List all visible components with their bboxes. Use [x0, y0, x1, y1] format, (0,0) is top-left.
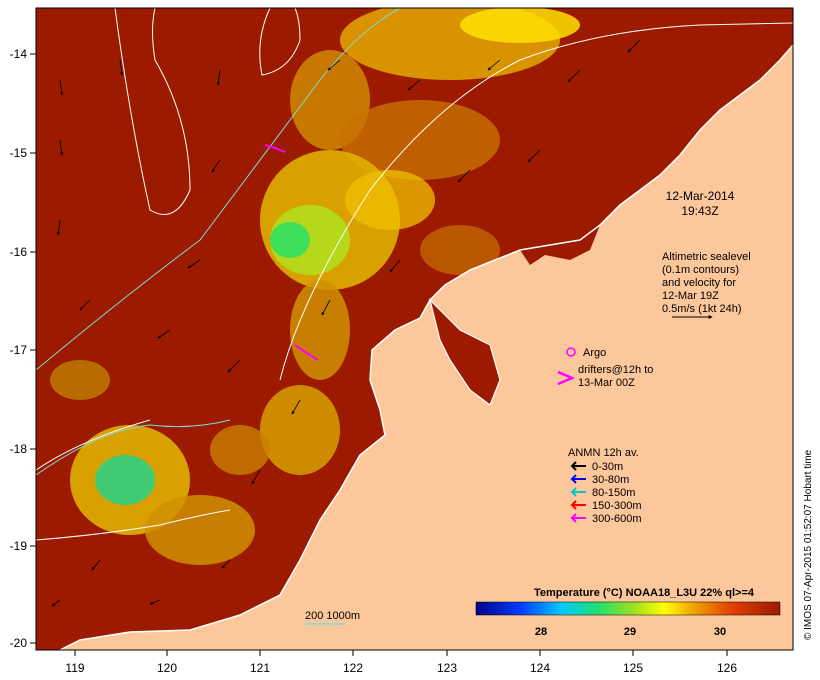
x-tick-label: 122 [343, 661, 363, 675]
anmn-item-label: 30-80m [592, 474, 629, 486]
argo-circle-icon [566, 347, 576, 357]
x-tick-label: 126 [717, 661, 737, 675]
x-tick-label: 124 [530, 661, 550, 675]
altimetry-line: Altimetric sealevel [662, 251, 751, 263]
credit-text: © IMOS 07-Apr-2015 01:52:07 Hobart time [803, 449, 814, 640]
colorbar: Temperature (°C) NOAA18_L3U 22% ql>=4 28… [475, 587, 781, 638]
y-axis: -14 -15 -16 -17 -18 -19 -20 [10, 47, 28, 650]
timestamp-time: 19:43Z [681, 204, 718, 218]
drifters-label: drifters@12h to [578, 364, 653, 376]
velocity-arrows [51, 39, 641, 607]
colorbar-title: Temperature (°C) NOAA18_L3U 22% ql>=4 [534, 587, 755, 599]
y-tick-label: -19 [10, 539, 28, 553]
altimetry-line: 0.5m/s (1kt 24h) [662, 303, 741, 315]
y-tick-label: -20 [10, 636, 28, 650]
colorbar-tick: 29 [624, 626, 636, 638]
anmn-item: 300-600m [570, 513, 642, 525]
x-tick-label: 119 [65, 661, 84, 675]
anmn-item-label: 300-600m [592, 513, 642, 525]
y-tick-label: -15 [10, 146, 28, 160]
anmn-title: ANMN 12h av. [568, 447, 639, 459]
x-tick-label: 120 [157, 661, 177, 675]
altimetry-line: and velocity for [662, 277, 736, 289]
anmn-legend: ANMN 12h av. 0-30m 30-80m 80-150m 150-30… [568, 447, 642, 525]
argo-label: Argo [583, 347, 606, 359]
coastline [59, 44, 793, 650]
anmn-item-label: 80-150m [592, 487, 635, 499]
timestamp-date: 12-Mar-2014 [666, 189, 735, 203]
y-tick-label: -14 [10, 47, 28, 61]
colorbar-tick: 28 [535, 626, 547, 638]
drifter-tracks [264, 144, 319, 361]
x-tick-label: 121 [250, 661, 270, 675]
anmn-item: 80-150m [570, 487, 635, 499]
argo-legend: Argo drifters@12h to 13-Mar 00Z [557, 347, 653, 389]
altimetry-legend: Altimetric sealevel (0.1m contours) and … [662, 251, 751, 319]
isobath-label: 200 1000m [305, 610, 360, 622]
sst-field [50, 8, 580, 565]
x-tick-label: 125 [623, 661, 643, 675]
drifter-chevron-icon [557, 370, 576, 386]
plot-frame [35, 7, 794, 651]
drifters-label: 13-Mar 00Z [578, 377, 635, 389]
y-tick-label: -16 [10, 245, 28, 259]
altimetry-line: 12-Mar 19Z [662, 290, 719, 302]
isobath-legend: 200 1000m [305, 610, 360, 625]
isobaths [36, 8, 401, 476]
land-mass [60, 8, 793, 650]
anmn-item-label: 0-30m [592, 461, 623, 473]
anmn-item: 150-300m [570, 500, 642, 512]
sealevel-contours [36, 8, 793, 541]
colorbar-gradient [475, 601, 781, 616]
colorbar-tick: 30 [714, 626, 726, 638]
anmn-item: 30-80m [570, 474, 629, 486]
y-tick-label: -18 [10, 442, 28, 456]
y-tick-label: -17 [10, 343, 28, 357]
timestamp-label: 12-Mar-2014 19:43Z [666, 189, 735, 218]
anmn-item-label: 150-300m [592, 500, 642, 512]
altimetry-line: (0.1m contours) [662, 264, 739, 276]
x-axis: 119 120 121 122 123 124 125 126 [65, 661, 737, 675]
anmn-item: 0-30m [570, 461, 623, 473]
x-tick-label: 123 [437, 661, 457, 675]
